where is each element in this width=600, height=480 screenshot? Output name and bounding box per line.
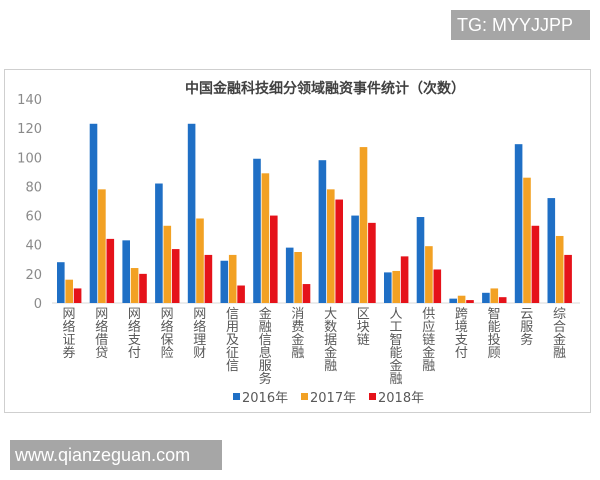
- bar: [228, 254, 237, 303]
- bar: [187, 123, 196, 304]
- y-tick-label: 40: [25, 239, 42, 254]
- bar: [531, 225, 540, 303]
- legend-swatch: [233, 393, 240, 400]
- bar: [73, 288, 82, 303]
- x-tick-label: 金融信息服务: [259, 306, 272, 387]
- bar: [253, 158, 261, 303]
- x-tick-label: 网络借贷: [95, 307, 108, 361]
- bar: [130, 268, 139, 303]
- bar: [359, 147, 368, 303]
- bar: [57, 262, 65, 303]
- bar: [482, 292, 490, 303]
- bar: [294, 252, 302, 303]
- bar: [261, 173, 270, 303]
- bar: [220, 260, 229, 303]
- x-tick-label: 网络理财: [193, 307, 206, 361]
- bar: [98, 189, 106, 303]
- y-tick-label: 60: [25, 210, 42, 225]
- bar: [514, 144, 523, 303]
- legend-label: 2017年: [310, 391, 356, 406]
- bar: [351, 215, 359, 303]
- x-tick-label: 网络保险: [161, 307, 174, 361]
- x-tick-label: 智能投顾: [488, 307, 501, 361]
- y-tick-label: 140: [17, 93, 42, 108]
- bar: [416, 217, 425, 303]
- chart-title: 中国金融科技细分领域融资事件统计（次数）: [185, 80, 465, 97]
- bar: [392, 270, 400, 303]
- bar: [204, 254, 213, 303]
- y-tick-label: 0: [34, 297, 42, 312]
- bar: [449, 298, 457, 303]
- bar: [523, 177, 531, 303]
- x-tick-label: 云服务: [520, 307, 533, 348]
- bar: [384, 272, 392, 303]
- y-tick-label: 120: [17, 122, 42, 137]
- bar: [547, 198, 556, 303]
- bar: [163, 225, 172, 303]
- bar: [457, 295, 466, 303]
- x-tick-label: 信用及征信: [226, 307, 239, 374]
- bar: [155, 183, 163, 303]
- watermark-top: TG: MYYJJPP: [451, 10, 590, 40]
- bar: [237, 285, 245, 303]
- bar: [318, 160, 327, 303]
- legend-swatch: [369, 393, 376, 400]
- bar: [425, 246, 433, 303]
- bar: [196, 218, 204, 303]
- y-tick-label: 100: [17, 151, 42, 166]
- bar: [285, 247, 294, 303]
- x-tick-label: 跨境支付: [455, 307, 468, 361]
- bar: [335, 199, 343, 303]
- bar: [555, 235, 564, 303]
- bar: [433, 269, 442, 303]
- bar: [171, 249, 180, 303]
- bar: [122, 240, 130, 303]
- bar: [490, 288, 499, 303]
- bar: [466, 300, 474, 303]
- x-tick-label: 区块链: [357, 307, 370, 348]
- bar: [139, 273, 147, 303]
- bar: [564, 254, 572, 303]
- y-tick-label: 20: [25, 268, 42, 283]
- legend-label: 2018年: [378, 391, 424, 406]
- bar: [270, 215, 278, 303]
- x-tick-label: 大数据金融: [324, 307, 337, 374]
- bar: [65, 279, 73, 303]
- chart-frame: [4, 69, 591, 413]
- watermark-bottom: www.qianzeguan.com: [10, 440, 222, 470]
- bar: [498, 297, 507, 303]
- bar: [327, 189, 335, 303]
- x-tick-label: 人工智能金融: [389, 307, 402, 387]
- bar: [106, 238, 115, 303]
- x-tick-label: 供应链金融: [422, 307, 435, 374]
- x-tick-label: 网络证券: [62, 307, 75, 361]
- bar: [89, 123, 98, 304]
- bar: [368, 222, 376, 303]
- legend-label: 2016年: [242, 391, 288, 406]
- bar: [400, 256, 409, 303]
- bar: [302, 284, 311, 303]
- legend-swatch: [301, 393, 308, 400]
- y-tick-label: 80: [25, 180, 42, 195]
- x-tick-label: 综合金融: [553, 307, 566, 361]
- x-tick-label: 消费金融: [291, 307, 304, 361]
- x-tick-label: 网络支付: [128, 307, 141, 361]
